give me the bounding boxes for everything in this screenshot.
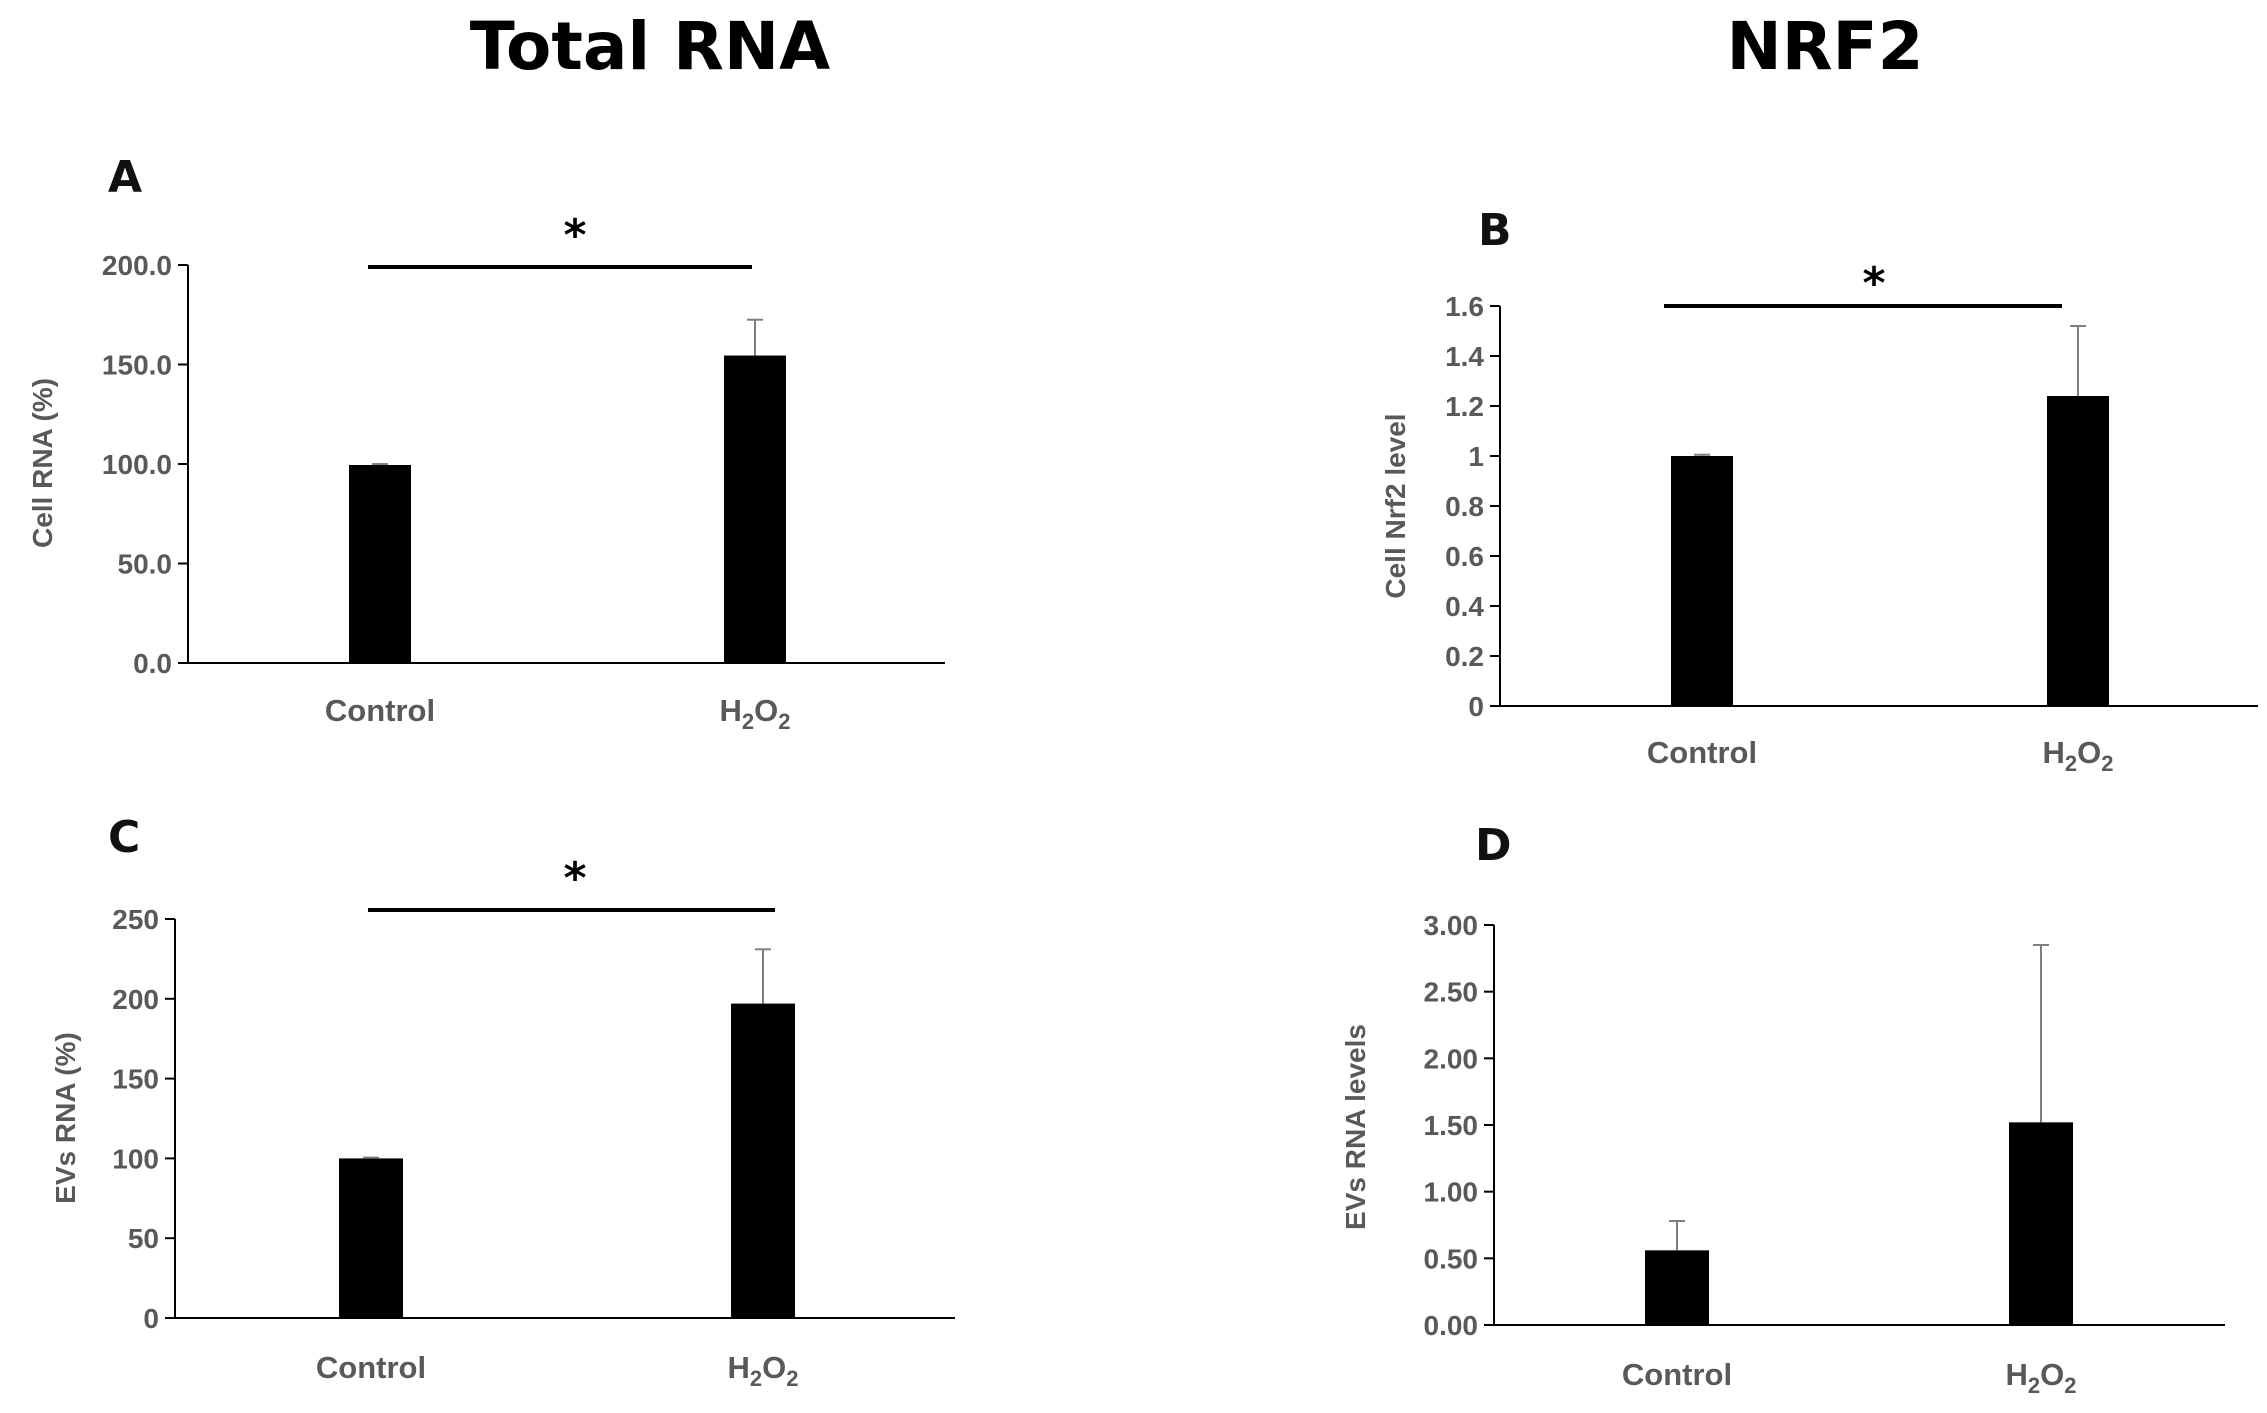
- y-tick-label: 1: [1468, 441, 1484, 472]
- significance-star: *: [563, 210, 586, 261]
- y-tick-label: 1.50: [1424, 1110, 1479, 1141]
- significance-star: *: [563, 853, 586, 904]
- y-tick-label: 50: [128, 1223, 159, 1254]
- bar: [2047, 396, 2109, 706]
- y-tick-label: 0: [1468, 691, 1484, 722]
- panel-letter: A: [108, 152, 142, 203]
- bar: [339, 1158, 403, 1318]
- category-label: H2O2: [719, 693, 790, 734]
- y-axis-label: EVs RNA (%): [50, 1032, 81, 1204]
- y-tick-label: 1.6: [1445, 291, 1484, 322]
- bar: [1671, 456, 1733, 706]
- chart-panel-d: D 0.00 0.50 1.00 1.50 2.00 2.50 3.00 EVs RNA lev…: [1340, 820, 2225, 1398]
- bar: [2009, 1122, 2073, 1325]
- y-tick-label: 1.00: [1424, 1177, 1479, 1208]
- y-tick-label: 200.0: [102, 250, 172, 281]
- chart-panel-b: B 0 0.2 0.4 0.6 0.8 1 1.2 1.4 1.6 Cell Nrf2 level C…: [1380, 205, 2258, 776]
- y-axis-label: Cell Nrf2 level: [1380, 413, 1411, 598]
- y-tick-label: 0.0: [133, 648, 172, 679]
- y-tick-label: 100.0: [102, 449, 172, 480]
- y-tick-label: 50.0: [118, 549, 173, 580]
- y-axis-label: Cell RNA (%): [27, 378, 58, 548]
- y-tick-label: 2.50: [1424, 977, 1479, 1008]
- y-tick-label: 250: [112, 904, 159, 935]
- category-label: H2O2: [2005, 1357, 2076, 1398]
- y-tick-label: 0.4: [1445, 591, 1484, 622]
- y-tick-label: 100: [112, 1143, 159, 1174]
- y-tick-label: 0.2: [1445, 641, 1484, 672]
- chart-panel-c: C 0 50 100 150 200 250 EVs RNA (%) Control H2O2 *: [50, 812, 955, 1391]
- bar: [724, 355, 786, 663]
- panel-letter: D: [1475, 820, 1512, 871]
- panel-letter: C: [108, 812, 140, 863]
- y-tick-label: 0.00: [1424, 1310, 1479, 1341]
- y-tick-label: 0.8: [1445, 491, 1484, 522]
- category-label: H2O2: [2042, 735, 2113, 776]
- y-tick-label: 200: [112, 984, 159, 1015]
- column-title-total-rna: Total RNA: [469, 8, 831, 85]
- panel-letter: B: [1478, 205, 1512, 256]
- bar: [349, 464, 411, 663]
- chart-panel-a: A 0.0 50.0 100.0 150.0 200.0 Cell RNA (%) Contr…: [27, 152, 945, 734]
- y-tick-label: 150.0: [102, 350, 172, 381]
- y-tick-label: 0: [143, 1303, 159, 1334]
- y-tick-label: 2.00: [1424, 1043, 1479, 1074]
- category-label: H2O2: [727, 1350, 798, 1391]
- y-tick-label: 0.6: [1445, 541, 1484, 572]
- y-tick-label: 1.4: [1445, 341, 1484, 372]
- bar: [1645, 1250, 1709, 1325]
- y-tick-label: 3.00: [1424, 910, 1479, 941]
- y-tick-label: 150: [112, 1064, 159, 1095]
- y-axis-label: EVs RNA levels: [1340, 1024, 1371, 1230]
- category-label: Control: [316, 1350, 426, 1385]
- column-title-nrf2: NRF2: [1726, 8, 1924, 85]
- category-label: Control: [1647, 735, 1757, 770]
- y-tick-label: 0.50: [1424, 1243, 1479, 1274]
- category-label: Control: [1622, 1357, 1732, 1392]
- significance-star: *: [1862, 258, 1885, 309]
- bar: [731, 1003, 795, 1318]
- category-label: Control: [325, 693, 435, 728]
- y-tick-label: 1.2: [1445, 391, 1484, 422]
